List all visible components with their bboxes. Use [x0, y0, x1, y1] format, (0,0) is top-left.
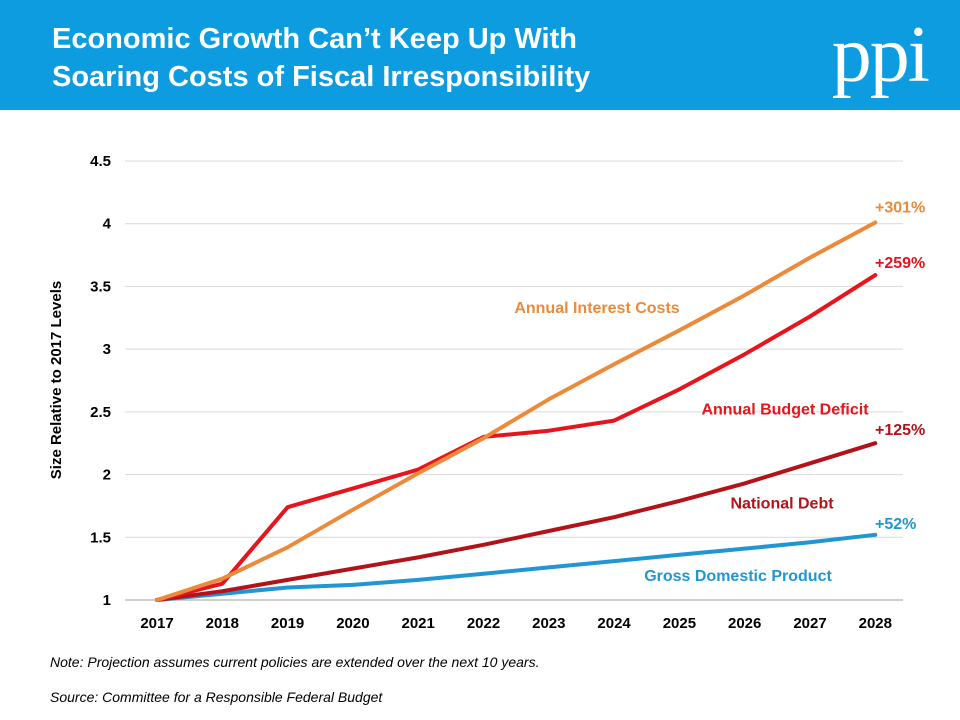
title-line-1: Economic Growth Can’t Keep Up With: [52, 23, 577, 55]
y-tick-label: 3: [103, 341, 111, 358]
line-chart: 1 1.5 2 2.5 3 3.5 4 4.5 2017 2018 2019 2020 2021 2022…: [48, 153, 925, 632]
x-tick-label: 2028: [859, 615, 892, 632]
x-tick-label: 2025: [663, 615, 696, 632]
series-name-label: National Debt: [730, 495, 834, 512]
x-tick-label: 2021: [402, 615, 435, 632]
series-end-label: +301%: [875, 199, 925, 216]
ppi-logo: ppi: [831, 11, 930, 99]
series-line-gross-domestic-product: [155, 532, 878, 602]
page-title: Economic Growth Can’t Keep Up With Soari…: [52, 20, 732, 96]
series-end-label: +52%: [875, 516, 916, 533]
x-tick-label: 2026: [728, 615, 761, 632]
series-name-label: Gross Domestic Product: [644, 568, 832, 585]
series-name-label: Annual Interest Costs: [514, 300, 679, 317]
x-tick-label: 2023: [532, 615, 565, 632]
series-labels: Annual Interest Costs Annual Budget Defic…: [514, 199, 925, 585]
footnote: Note: Projection assumes current policie…: [50, 654, 540, 670]
title-line-2: Soaring Costs of Fiscal Irresponsibility: [52, 61, 591, 93]
x-tick-label: 2027: [793, 615, 826, 632]
series-line-national-debt: [155, 441, 878, 602]
axes: 1 1.5 2 2.5 3 3.5 4 4.5 2017 2018 2019 2020 2021 2022…: [90, 153, 903, 632]
y-tick-label: 3.5: [90, 278, 111, 295]
x-tick-label: 2017: [140, 615, 173, 632]
y-tick-label: 4.5: [90, 153, 111, 170]
y-tick-label: 4: [103, 216, 112, 233]
y-axis-label: Size Relative to 2017 Levels: [48, 281, 65, 479]
x-tick-label: 2019: [271, 615, 304, 632]
grid-lines: [125, 160, 903, 538]
series-lines: [155, 220, 878, 602]
y-tick-label: 1: [103, 592, 111, 609]
series-line-annual-budget-deficit: [155, 273, 878, 602]
x-tick-label: 2024: [597, 615, 631, 632]
header-banner: Economic Growth Can’t Keep Up With Soari…: [0, 0, 960, 110]
series-name-label: Annual Budget Deficit: [701, 401, 869, 418]
x-tick-label: 2022: [467, 615, 500, 632]
y-tick-label: 1.5: [90, 529, 111, 546]
series-end-label: +125%: [875, 422, 925, 439]
source-note: Source: Committee for a Responsible Fede…: [50, 689, 383, 705]
series-line-annual-interest-costs: [155, 220, 878, 602]
y-tick-label: 2: [103, 467, 111, 484]
y-tick-label: 2.5: [90, 404, 111, 421]
x-tick-label: 2018: [206, 615, 239, 632]
x-tick-label: 2020: [336, 615, 369, 632]
series-end-label: +259%: [875, 255, 925, 272]
